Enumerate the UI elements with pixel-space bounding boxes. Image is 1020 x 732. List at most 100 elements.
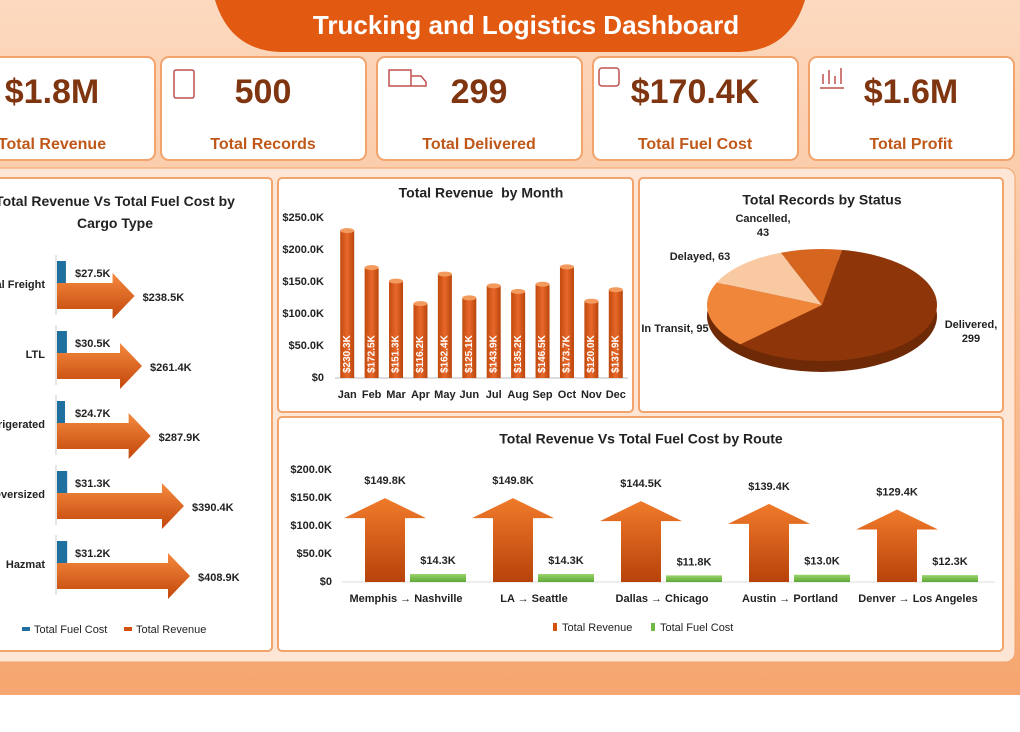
icon (388, 69, 427, 87)
bar (486, 285, 501, 378)
value-label: $238.5K (143, 292, 185, 304)
value-label: $143.9K (488, 334, 499, 373)
value-label: $137.9K (610, 334, 621, 373)
y-tick-label: $100.0K (282, 308, 324, 320)
header-tab (215, 0, 805, 52)
value-label: $31.3K (75, 478, 111, 490)
value-label: $261.4K (150, 362, 192, 374)
value-label: $129.4K (876, 486, 918, 498)
x-tick-label: Memphis → Nashville (349, 593, 462, 605)
value-label: $144.5K (620, 478, 662, 490)
bar-cap (511, 288, 526, 294)
value-label: $390.4K (192, 502, 234, 514)
value-label: $287.9K (159, 432, 201, 444)
value-label: $24.7K (75, 408, 111, 420)
bar (462, 297, 477, 378)
x-tick-label: Jun (460, 389, 480, 401)
kpi-label: Total Fuel Cost (638, 136, 753, 153)
value-label: $151.3K (391, 334, 402, 373)
kpi-icons (173, 67, 844, 99)
y-tick-label: $50.0K (297, 548, 333, 560)
fuel-bar (57, 401, 66, 423)
kpi-label: Total Records (210, 136, 316, 153)
value-label: $149.8K (492, 475, 534, 487)
value-label: $408.9K (198, 572, 240, 584)
revenue-arrow (57, 273, 135, 319)
x-tick-label: Dec (606, 389, 626, 401)
bar (364, 267, 379, 378)
bar-cap (437, 271, 452, 277)
bar (511, 291, 526, 378)
chart-title: Total Revenue by Month (399, 185, 564, 201)
value-label: $30.5K (75, 338, 111, 350)
pie-slice (780, 249, 842, 305)
fuel-bar (57, 261, 66, 283)
value-label: $230.3K (342, 334, 353, 373)
x-tick-label: Oct (558, 389, 577, 401)
chart-title: Total Revenue Vs Total Fuel Cost by Rout… (499, 431, 783, 447)
fuel-bar (794, 574, 850, 582)
value-label: $172.5K (366, 334, 377, 373)
bar (584, 301, 599, 378)
y-tick-label: $100.0K (290, 520, 332, 532)
kpi-card (808, 56, 1015, 161)
revenue-arrow (856, 509, 938, 582)
revenue-arrow (472, 498, 554, 582)
value-label: $146.5K (537, 334, 548, 373)
category-label: Hazmat (6, 559, 45, 571)
kpi-card (376, 56, 583, 161)
revenue-arrow (57, 413, 151, 459)
y-tick-label: $0 (312, 372, 324, 384)
x-tick-label: Austin → Portland (742, 593, 838, 605)
revenue-arrow (57, 553, 190, 599)
pie-slice (740, 249, 937, 361)
category-label: LTL (26, 349, 46, 361)
icon (820, 68, 844, 89)
value-label: $120.0K (586, 334, 597, 373)
bar-cap (559, 264, 574, 270)
fuel-bar (57, 541, 68, 563)
fuel-bar (57, 471, 68, 493)
value-label: $11.8K (677, 556, 712, 568)
category-label: General Freight (0, 279, 45, 291)
y-tick-label: $150.0K (290, 492, 332, 504)
legend-label: Total Fuel Cost (660, 622, 733, 634)
legend-marker (22, 627, 30, 631)
bar (559, 266, 574, 378)
value-label: $116.2K (415, 335, 426, 373)
data-label: In Transit, 95 (641, 323, 709, 335)
icon (598, 67, 620, 87)
revenue-arrow (600, 501, 682, 582)
bar-cap (340, 228, 355, 234)
bar-cap (584, 298, 599, 304)
bar (389, 281, 404, 378)
value-label: $135.2K (513, 334, 524, 373)
value-label: $162.4K (440, 334, 451, 373)
kpi-value: $1.8M (5, 73, 100, 111)
value-label: $14.3K (548, 555, 584, 567)
x-tick-label: Feb (362, 389, 382, 401)
x-tick-label: LA → Seattle (500, 593, 567, 605)
y-tick-label: $200.0K (282, 244, 324, 256)
kpi-label: Total Revenue (0, 136, 106, 153)
category-label: Refrigerated (0, 419, 45, 431)
bar (413, 303, 428, 378)
bar-cap (389, 278, 404, 284)
revenue-arrow (57, 343, 143, 389)
value-label: $149.8K (364, 475, 406, 487)
kpi-value: $1.6M (864, 73, 959, 111)
dashboard-title: Trucking and Logistics Dashboard (313, 10, 739, 40)
x-tick-label: Mar (386, 389, 406, 401)
data-label: Delivered, 299 (944, 319, 998, 345)
fuel-bar (410, 573, 466, 582)
revenue-arrow (728, 503, 810, 582)
revenue-arrow (344, 498, 426, 582)
pie-slice (707, 282, 822, 345)
value-label: $139.4K (748, 481, 790, 493)
x-tick-label: Nov (581, 389, 603, 401)
icon (173, 69, 195, 99)
value-label: $173.7K (562, 334, 573, 373)
legend-label: Total Fuel Cost (34, 624, 107, 636)
